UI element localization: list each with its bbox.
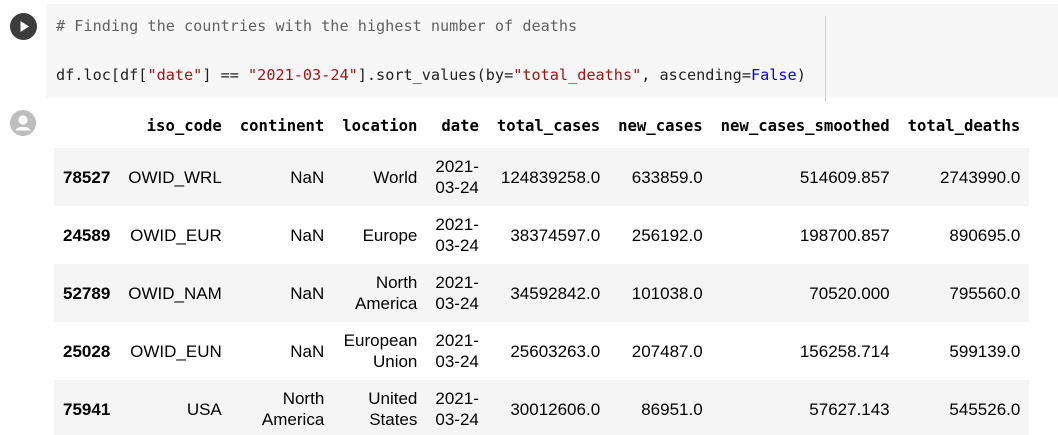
- cell-new-cases-smoothed: 156258.714: [799, 341, 890, 361]
- column-header-total-deaths: total_deaths: [907, 117, 1021, 135]
- cell-total-deaths: 890695.0: [949, 225, 1021, 245]
- column-header-iso-code: iso_code: [146, 117, 222, 135]
- table-row: 24589 OWID_EUR NaN Europe 2021-03-24 383…: [54, 206, 1030, 264]
- column-header-date: date: [441, 117, 479, 135]
- play-icon: [20, 21, 29, 32]
- cell-continent: NaN: [290, 167, 325, 187]
- code-cell[interactable]: # Finding the countries with the highest…: [0, 0, 1058, 102]
- cell-new-cases-smoothed: 70520.000: [809, 283, 890, 303]
- cell-total-deaths: 2743990.0: [939, 167, 1021, 187]
- cell-total-cases: 38374597.0: [510, 225, 601, 245]
- cell-new-cases-smoothed: 57627.143: [809, 399, 890, 419]
- cell-date: 2021-03-24: [435, 215, 479, 255]
- cell-iso-code: USA: [186, 399, 222, 419]
- code-token: ): [796, 66, 806, 84]
- column-header-index: [54, 104, 119, 148]
- cell-iso-code: OWID_EUR: [130, 225, 222, 245]
- cell-location: World: [373, 167, 418, 187]
- cell-iso-code: OWID_EUN: [130, 341, 222, 361]
- row-index: 24589: [63, 225, 111, 245]
- cell-total-cases: 30012606.0: [510, 399, 601, 419]
- code-token: df.loc[df[: [56, 66, 148, 84]
- cell-location: United States: [368, 389, 418, 429]
- cell-new-cases: 101038.0: [631, 283, 703, 303]
- cell-continent: NaN: [290, 283, 325, 303]
- table-row: 75941 USA North America United States 20…: [54, 380, 1030, 435]
- cell-new-cases: 256192.0: [631, 225, 703, 245]
- cell-location: Europe: [362, 225, 418, 245]
- cell-continent: North America: [261, 389, 325, 429]
- column-header-continent: continent: [239, 117, 325, 135]
- run-cell-button[interactable]: [10, 13, 37, 40]
- cell-iso-code: OWID_NAM: [128, 283, 222, 303]
- table-row: 78527 OWID_WRL NaN World 2021-03-24 1248…: [54, 148, 1030, 206]
- text-cursor: [825, 16, 826, 102]
- cell-total-cases: 124839258.0: [500, 167, 601, 187]
- code-token: , ascending=: [641, 66, 751, 84]
- cell-iso-code: OWID_WRL: [128, 167, 222, 187]
- column-header-location: location: [342, 117, 418, 135]
- code-token: ] ==: [202, 66, 249, 84]
- row-index: 75941: [63, 399, 111, 419]
- cell-new-cases: 207487.0: [631, 341, 703, 361]
- cell-total-cases: 34592842.0: [510, 283, 601, 303]
- column-header-new-cases: new_cases: [618, 117, 703, 135]
- code-editor[interactable]: # Finding the countries with the highest…: [46, 4, 1058, 102]
- column-header-total-cases: total_cases: [496, 117, 601, 135]
- cell-date: 2021-03-24: [435, 331, 479, 371]
- row-index: 25028: [63, 341, 111, 361]
- header-row: iso_code continent location date total_c…: [54, 104, 1029, 148]
- cell-total-cases: 25603263.0: [510, 341, 601, 361]
- cell-output: iso_code continent location date total_c…: [54, 104, 1058, 435]
- cell-date: 2021-03-24: [435, 389, 479, 429]
- output-avatar-icon: [10, 110, 36, 136]
- cell-date: 2021-03-24: [435, 157, 479, 197]
- cell-new-cases-smoothed: 514609.857: [799, 167, 890, 187]
- cell-new-cases-smoothed: 198700.857: [799, 225, 890, 245]
- cell-new-cases: 86951.0: [641, 399, 703, 419]
- cell-new-cases: 633859.0: [631, 167, 703, 187]
- table-row: 52789 OWID_NAM NaN North America 2021-03…: [54, 264, 1030, 322]
- code-string: "2021-03-24": [248, 66, 358, 84]
- cell-total-deaths: 599139.0: [949, 341, 1021, 361]
- cell-continent: NaN: [290, 341, 325, 361]
- cell-continent: NaN: [290, 225, 325, 245]
- code-comment: # Finding the countries with the highest…: [56, 17, 578, 35]
- row-index: 52789: [63, 283, 111, 303]
- cell-location: European Union: [343, 331, 418, 371]
- column-header-new-cases-smoothed: new_cases_smoothed: [720, 117, 890, 135]
- code-string: "date": [147, 66, 203, 84]
- code-string: "total_deaths": [513, 66, 642, 84]
- table-row: 25028 OWID_EUN NaN European Union 2021-0…: [54, 322, 1030, 380]
- code-keyword: False: [750, 66, 797, 84]
- cell-total-deaths: 795560.0: [949, 283, 1021, 303]
- dataframe-table: iso_code continent location date total_c…: [54, 104, 1030, 435]
- code-token: ].sort_values(by=: [357, 66, 514, 84]
- code-line-comment: # Finding the countries with the highest…: [56, 17, 577, 35]
- cell-date: 2021-03-24: [435, 273, 479, 313]
- row-index: 78527: [63, 167, 111, 187]
- cell-total-deaths: 545526.0: [949, 399, 1021, 419]
- code-line-statement: df.loc[df["date"] == "2021-03-24"].sort_…: [56, 66, 806, 84]
- cell-location: North America: [355, 273, 418, 313]
- avatar-icon: [10, 110, 36, 136]
